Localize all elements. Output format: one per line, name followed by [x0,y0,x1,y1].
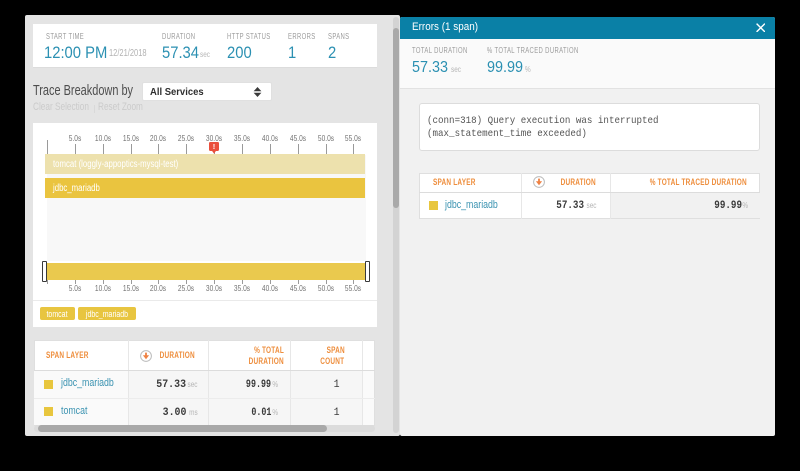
svg-text:!: ! [213,142,216,151]
